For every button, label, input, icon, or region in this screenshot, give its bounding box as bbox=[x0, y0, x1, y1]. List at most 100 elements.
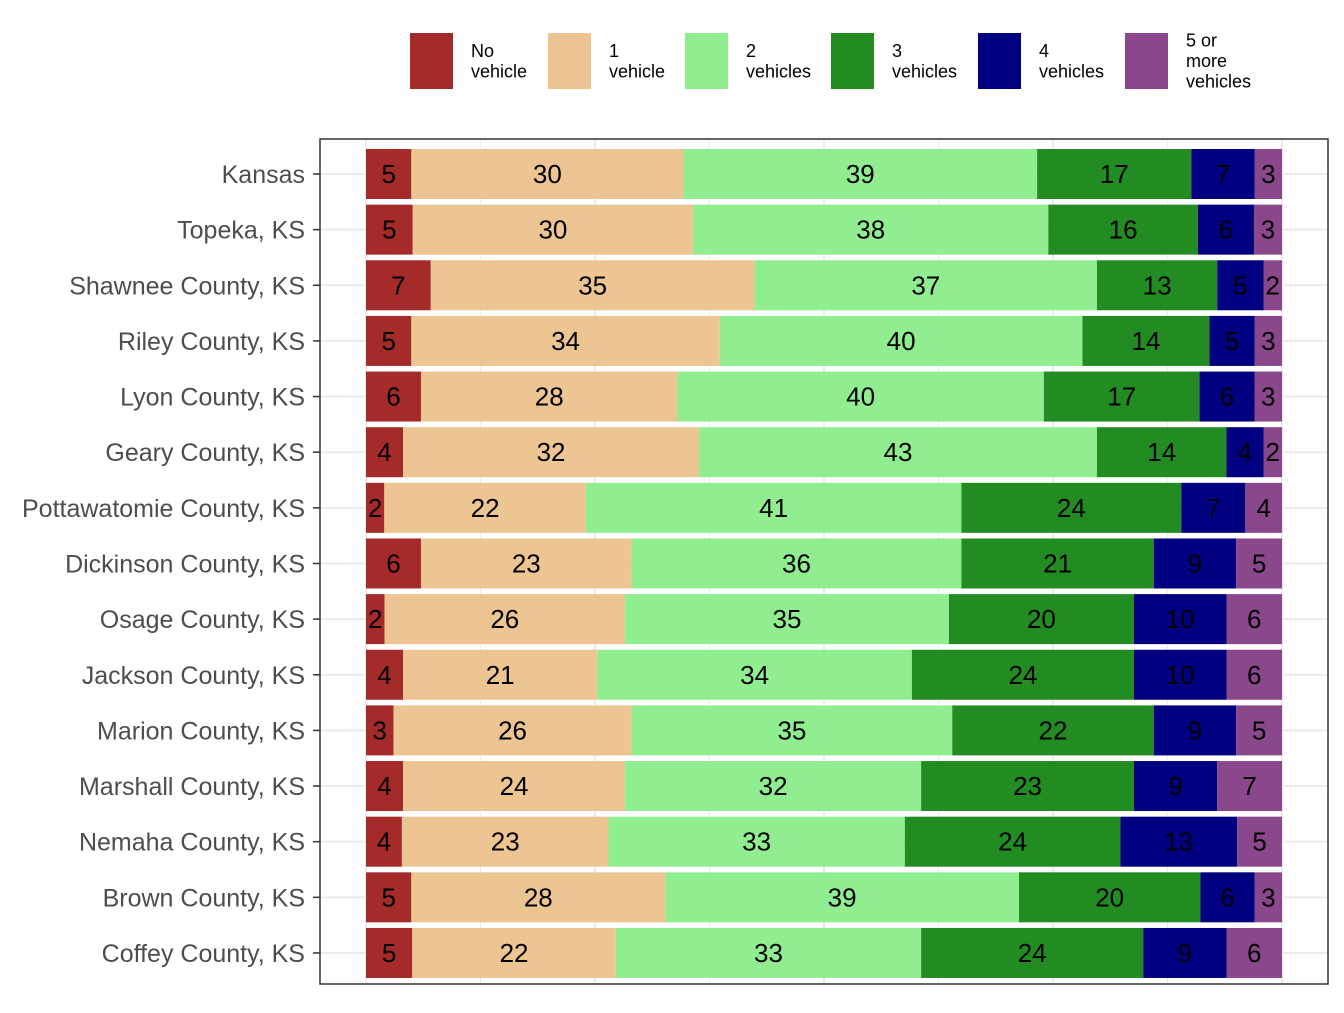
bar-value-label: 3 bbox=[373, 715, 387, 745]
bar-value-label: 14 bbox=[1131, 326, 1160, 356]
legend: No vehicle 1 vehicle 2 vehicles 3 vehicles 4 vehi… bbox=[410, 31, 1251, 92]
bar-segment-2-vehicles bbox=[631, 705, 953, 756]
bar-value-label: 5 bbox=[381, 882, 395, 912]
bar-value-label: 4 bbox=[377, 660, 391, 690]
bar-value-label: 4 bbox=[1238, 437, 1252, 467]
bar-row-brown-county-ks: 5 28 39 20 6 3 bbox=[366, 872, 1282, 923]
bar-value-label: 21 bbox=[1043, 548, 1072, 578]
bar-segment-4-vehicles bbox=[1199, 371, 1255, 422]
bar-segment-1-vehicle bbox=[384, 594, 626, 645]
bar-segment-1-vehicle bbox=[411, 315, 720, 366]
bar-value-label: 34 bbox=[551, 326, 580, 356]
bar-value-label: 32 bbox=[537, 437, 566, 467]
bar-segment-4-vehicles bbox=[1181, 482, 1246, 533]
bar-segment-5-or-more-vehicles bbox=[1254, 315, 1282, 366]
bar-segment-5-or-more-vehicles bbox=[1237, 816, 1282, 867]
bar-value-label: 26 bbox=[490, 604, 519, 634]
bar-segment-3-vehicles bbox=[921, 927, 1144, 978]
bar-value-label: 6 bbox=[1247, 660, 1261, 690]
bar-value-label: 26 bbox=[498, 715, 527, 745]
bar-row-marion-county-ks: 3 26 35 22 9 5 bbox=[366, 705, 1282, 756]
bar-value-label: 20 bbox=[1095, 882, 1124, 912]
bar-segment-3-vehicles bbox=[911, 649, 1134, 700]
bar-segment-1-vehicle bbox=[393, 705, 632, 756]
bar-segment-3-vehicles bbox=[1043, 371, 1200, 422]
bar-value-label: 3 bbox=[1261, 159, 1275, 189]
y-tick-label: Pottawatomie County, KS bbox=[22, 495, 305, 523]
bar-value-label: 28 bbox=[524, 882, 553, 912]
bar-row-kansas: 5 30 39 17 7 3 bbox=[366, 149, 1282, 199]
bar-segment-2-vehicles bbox=[699, 427, 1097, 478]
bar-segment-1-vehicle bbox=[412, 204, 694, 255]
bar-segment-2-vehicles bbox=[683, 149, 1038, 199]
y-tick-label: Marshall County, KS bbox=[79, 773, 305, 801]
bar-segment-no-vehicle bbox=[366, 594, 385, 645]
bar-value-label: 24 bbox=[1018, 938, 1047, 968]
legend-item-no-vehicle: No vehicle bbox=[410, 33, 527, 89]
bar-segment-5-or-more-vehicles bbox=[1226, 927, 1282, 978]
bar-value-label: 24 bbox=[1057, 493, 1086, 523]
bar-segment-4-vehicles bbox=[1226, 427, 1264, 478]
bar-value-label: 7 bbox=[1206, 493, 1220, 523]
bar-value-label: 9 bbox=[1188, 548, 1202, 578]
bar-segment-1-vehicle bbox=[403, 761, 626, 812]
bar-segment-2-vehicles bbox=[693, 204, 1049, 255]
bar-segment-2-vehicles bbox=[665, 872, 1019, 923]
bar-segment-no-vehicle bbox=[366, 816, 402, 867]
bar-segment-no-vehicle bbox=[366, 482, 385, 533]
legend-item-3-vehicles: 3 vehicles bbox=[831, 33, 957, 89]
bar-value-label: 2 bbox=[368, 604, 382, 634]
bar-segment-1-vehicle bbox=[401, 816, 609, 867]
legend-item-5-or-more-vehicles: 5 or more vehicles bbox=[1125, 31, 1251, 92]
bar-segment-no-vehicle bbox=[366, 371, 421, 422]
bar-segment-4-vehicles bbox=[1133, 761, 1218, 812]
bar-segment-1-vehicle bbox=[430, 260, 755, 311]
bar-value-label: 7 bbox=[1242, 771, 1256, 801]
bar-value-label: 5 bbox=[382, 938, 396, 968]
bar-value-label: 39 bbox=[846, 159, 875, 189]
bar-segment-5-or-more-vehicles bbox=[1236, 538, 1282, 589]
bar-value-label: 16 bbox=[1109, 215, 1138, 245]
bar-segment-4-vehicles bbox=[1217, 260, 1264, 311]
bar-value-label: 24 bbox=[1008, 660, 1037, 690]
bar-segment-2-vehicles bbox=[625, 761, 922, 812]
bar-segment-no-vehicle bbox=[366, 761, 404, 812]
bar-segment-3-vehicles bbox=[921, 761, 1134, 812]
bar-value-label: 24 bbox=[998, 827, 1027, 857]
bar-value-label: 6 bbox=[1220, 382, 1234, 412]
y-tick-label: Kansas bbox=[222, 161, 305, 189]
bar-value-label: 17 bbox=[1107, 382, 1136, 412]
bar-value-label: 21 bbox=[486, 660, 515, 690]
bar-segment-3-vehicles bbox=[948, 594, 1134, 645]
bar-value-label: 5 bbox=[1252, 827, 1266, 857]
bar-segment-5-or-more-vehicles bbox=[1254, 149, 1282, 199]
bar-segment-3-vehicles bbox=[1018, 872, 1201, 923]
bar-value-label: 20 bbox=[1027, 604, 1056, 634]
y-tick-label: Topeka, KS bbox=[177, 217, 305, 245]
bar-value-label: 6 bbox=[1220, 882, 1234, 912]
legend-swatch bbox=[410, 33, 453, 89]
bar-segment-2-vehicles bbox=[585, 482, 962, 533]
bar-value-label: 2 bbox=[368, 493, 382, 523]
legend-swatch bbox=[1125, 33, 1168, 89]
bar-segment-2-vehicles bbox=[625, 594, 949, 645]
bar-segment-no-vehicle bbox=[366, 705, 394, 756]
bar-segment-1-vehicle bbox=[420, 371, 678, 422]
bar-segment-1-vehicle bbox=[420, 538, 632, 589]
bar-segment-1-vehicle bbox=[411, 149, 684, 199]
bar-value-label: 5 bbox=[1252, 715, 1266, 745]
bar-segment-3-vehicles bbox=[1096, 427, 1227, 478]
bar-value-label: 10 bbox=[1166, 660, 1195, 690]
legend-label: 5 or more vehicles bbox=[1186, 31, 1251, 92]
bar-segment-3-vehicles bbox=[1048, 204, 1198, 255]
bar-value-label: 9 bbox=[1168, 771, 1182, 801]
bar-segment-2-vehicles bbox=[597, 649, 912, 700]
bar-segment-4-vehicles bbox=[1153, 538, 1237, 589]
legend-swatch bbox=[548, 33, 591, 89]
bar-value-label: 30 bbox=[538, 215, 567, 245]
bar-segment-no-vehicle bbox=[366, 872, 412, 923]
bar-value-label: 6 bbox=[1247, 604, 1261, 634]
y-tick-label: Dickinson County, KS bbox=[65, 550, 305, 578]
bar-segment-1-vehicle bbox=[403, 649, 598, 700]
bar-segment-4-vehicles bbox=[1143, 927, 1227, 978]
